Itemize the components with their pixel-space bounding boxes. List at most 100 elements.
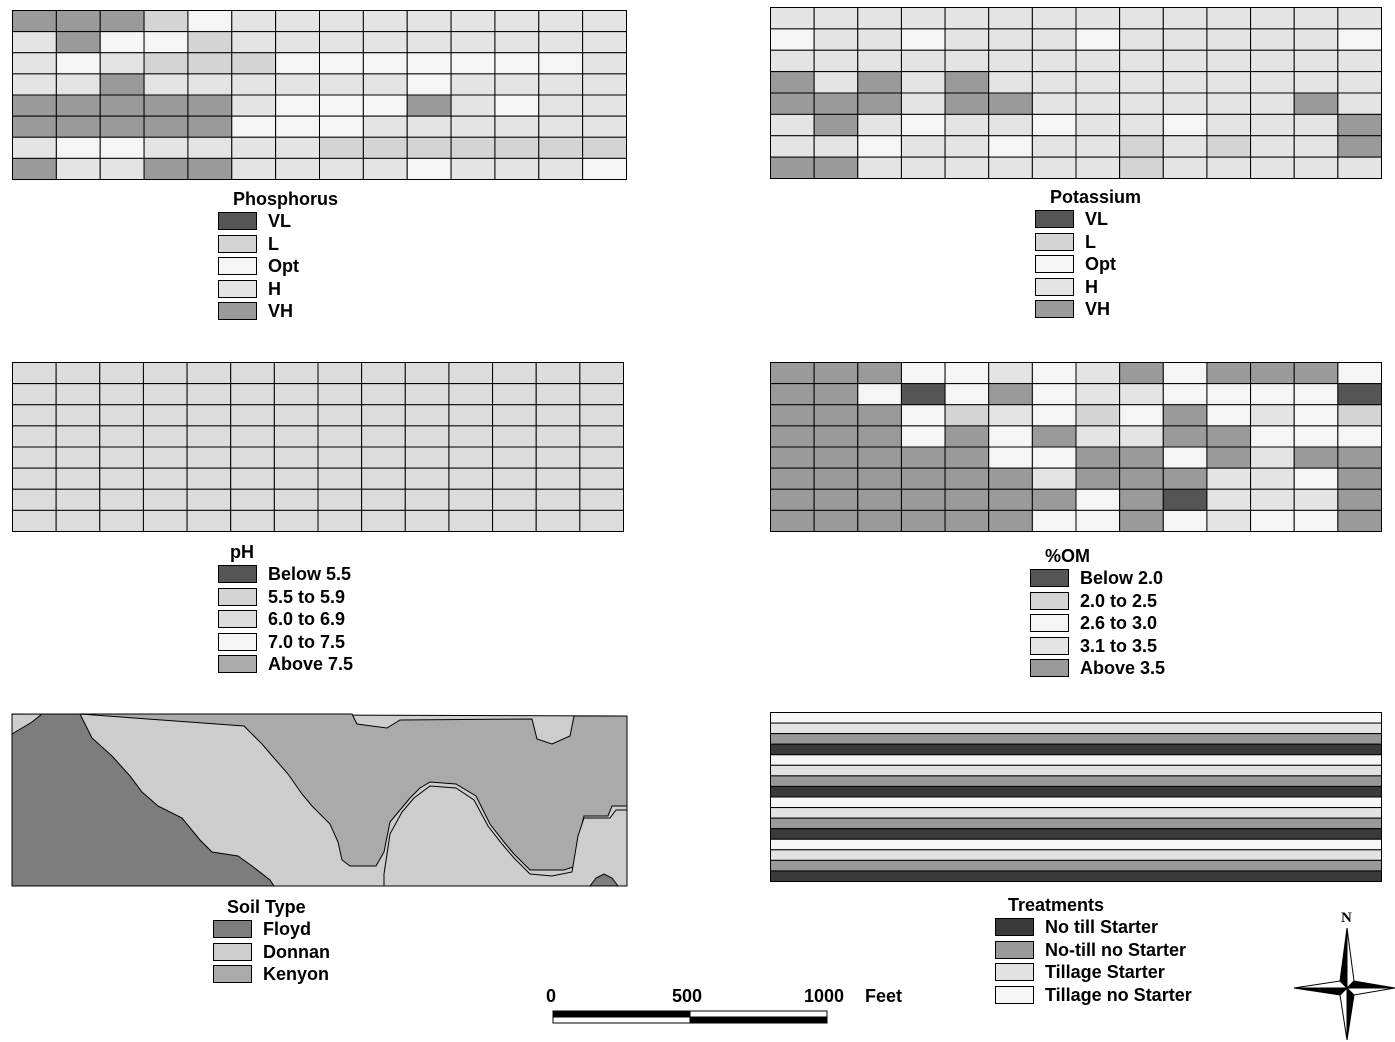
potassium-legend-title: Potassium — [1050, 187, 1142, 207]
potassium-cell — [813, 92, 859, 115]
ph-cell — [186, 467, 232, 490]
phosphorus-cell — [275, 94, 321, 117]
phosphorus-cell — [319, 136, 364, 159]
phosphorus-cell — [55, 52, 101, 75]
ph-cell — [273, 509, 319, 533]
potassium-legend-item: VL — [1035, 209, 1275, 229]
ph-cell — [230, 467, 275, 490]
potassium-cell — [1293, 71, 1339, 94]
potassium-cell — [1206, 113, 1252, 137]
scale-bar: 0 500 1000 Feet — [540, 982, 920, 1042]
ph-legend-swatch — [218, 632, 257, 651]
phosphorus-map — [12, 10, 628, 181]
ph-cell — [492, 404, 537, 427]
potassium-cell — [1075, 28, 1121, 51]
phosphorus-cell — [187, 31, 233, 54]
potassium-cell — [1119, 135, 1164, 158]
ph-cell — [535, 383, 581, 406]
treatments-legend-swatch — [995, 963, 1034, 981]
potassium-cell — [900, 7, 946, 30]
om-cell — [988, 509, 1033, 533]
potassium-cell — [1293, 135, 1339, 158]
treatment-strip — [770, 754, 1382, 766]
ph-cell — [142, 404, 188, 427]
om-cell — [988, 383, 1033, 406]
om-legend-label: Below 2.0 — [1080, 568, 1164, 588]
ph-cell — [186, 509, 232, 533]
phosphorus-cell — [143, 52, 189, 75]
om-cell — [1075, 362, 1121, 385]
phosphorus-cell — [450, 73, 496, 96]
phosphorus-cell — [582, 10, 628, 33]
phosphorus-cell — [99, 157, 145, 181]
om-cell — [1031, 425, 1077, 448]
ph-legend-item: 7.0 to 7.5 — [218, 632, 458, 652]
treatment-strip — [770, 722, 1382, 735]
om-cell — [770, 446, 815, 469]
om-cell — [1119, 446, 1164, 469]
phosphorus-cell — [494, 73, 540, 96]
ph-cell — [448, 404, 494, 427]
phosphorus-cell — [494, 115, 540, 138]
om-cell — [1337, 446, 1382, 469]
phosphorus-legend-item: H — [218, 279, 458, 299]
treatment-strip — [770, 807, 1382, 819]
ph-cell — [55, 362, 101, 385]
ph-cell — [12, 488, 57, 511]
potassium-cell — [988, 7, 1033, 30]
ph-cell — [579, 425, 624, 448]
treatments-legend-title: Treatments — [1008, 895, 1105, 915]
om-cell — [770, 404, 815, 427]
potassium-cell — [1250, 49, 1295, 73]
phosphorus-cell — [582, 94, 628, 117]
potassium-cell — [857, 92, 902, 115]
treatments-legend-label: No till Starter — [1045, 917, 1159, 937]
ph-cell — [230, 488, 275, 511]
phosphorus-cell — [406, 73, 452, 96]
ph-cell — [448, 383, 494, 406]
om-legend-label: 2.6 to 3.0 — [1080, 613, 1158, 633]
ph-cell — [317, 509, 363, 533]
phosphorus-cell — [143, 157, 189, 181]
soil-type-legend-swatch — [213, 942, 252, 961]
ph-cell — [361, 404, 406, 427]
phosphorus-cell — [187, 10, 233, 33]
om-cell — [1293, 404, 1339, 427]
om-cell — [1293, 467, 1339, 490]
om-cell — [1075, 383, 1121, 406]
om-cell — [1162, 383, 1208, 406]
ph-cell — [317, 404, 363, 427]
phosphorus-cell — [538, 31, 584, 54]
om-cell — [988, 425, 1033, 448]
potassium-legend-swatch — [1035, 210, 1074, 228]
ph-cell — [273, 446, 319, 469]
om-cell — [1031, 446, 1077, 469]
om-legend-swatch — [1030, 591, 1069, 610]
phosphorus-cell — [319, 94, 364, 117]
potassium-cell — [1119, 71, 1164, 94]
ph-cell — [186, 362, 232, 385]
om-legend-swatch — [1030, 659, 1069, 677]
treatment-strip — [770, 828, 1382, 840]
scale-label-0: 0 — [546, 986, 557, 1006]
potassium-cell — [1293, 156, 1339, 180]
potassium-cell — [988, 71, 1033, 94]
om-cell — [770, 362, 815, 385]
om-cell — [813, 488, 859, 511]
potassium-cell — [944, 92, 990, 115]
potassium-legend-swatch — [1035, 255, 1074, 273]
potassium-cell — [813, 28, 859, 51]
ph-cell — [361, 425, 406, 448]
om-cell — [1119, 488, 1164, 511]
potassium-cell — [944, 7, 990, 30]
ph-cell — [317, 467, 363, 490]
ph-cell — [142, 383, 188, 406]
phosphorus-cell — [275, 136, 321, 159]
potassium-cell — [1031, 156, 1077, 180]
phosphorus-cell — [362, 73, 408, 96]
ph-cell — [448, 467, 494, 490]
om-cell — [1031, 362, 1077, 385]
ph-cell — [361, 488, 406, 511]
om-cell — [900, 362, 946, 385]
phosphorus-cell — [538, 136, 584, 159]
